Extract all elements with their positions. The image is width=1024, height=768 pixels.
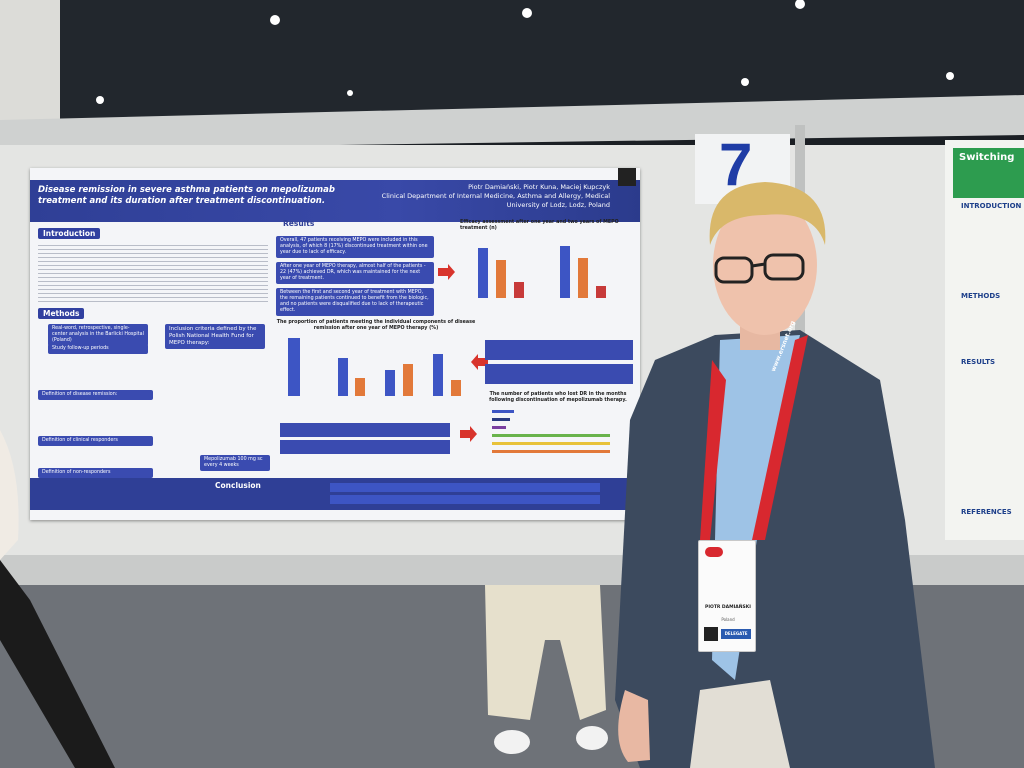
methods-item: Definition of non-responders <box>38 468 153 478</box>
neighbor-heading: METHODS <box>961 292 1001 300</box>
background-person-legs <box>485 585 606 720</box>
lost-dr-bars <box>492 410 610 453</box>
bars-orange <box>355 258 588 396</box>
hair <box>709 182 826 245</box>
neighbor-header <box>953 148 1024 198</box>
blazer <box>615 330 935 768</box>
badge-name: PIOTR DAMIAŃSKI <box>705 605 751 610</box>
badge-qr <box>704 627 718 641</box>
poster-header <box>30 180 640 222</box>
result-box <box>280 440 450 454</box>
qr-code <box>618 168 636 186</box>
section-heading: Results <box>283 219 315 228</box>
ceiling-light <box>741 78 749 86</box>
neighbor-heading: REFERENCES <box>961 508 1012 516</box>
bars-red <box>514 282 606 298</box>
result-box: Between the first and second year of tre… <box>276 288 434 316</box>
arrow <box>438 264 455 280</box>
lanyard-right <box>752 335 808 540</box>
ceiling-light <box>347 90 353 96</box>
section-heading: Methods <box>38 308 85 319</box>
conclusion-box <box>330 495 600 504</box>
hand <box>618 690 650 762</box>
neighbor-heading: INTRODUCTION <box>961 202 1022 210</box>
intro-text <box>38 242 268 304</box>
arm-left-edge <box>0 430 19 560</box>
methods-item: Study follow-up periods <box>48 344 148 354</box>
chart-caption: Efficacy assessment after one year and t… <box>460 220 619 231</box>
poster-authors: Piotr Damiański, Piotr Kuna, Maciej Kupc… <box>468 183 610 191</box>
ceiling-light <box>795 0 805 9</box>
methods-item: Definition of clinical responders <box>38 436 153 446</box>
result-box: Overall, 47 patients receiving MEPO were… <box>276 236 434 258</box>
poster-graphics <box>30 246 640 510</box>
ceiling-light <box>522 8 532 18</box>
ceiling-light <box>96 96 104 104</box>
neighbor-poster: Switching INTRODUCTION METHODS RESULTS R… <box>945 140 1024 540</box>
result-box <box>485 340 633 360</box>
glasses <box>714 253 805 284</box>
chart-caption: The number of patients who lost DR in th… <box>489 392 627 403</box>
methods-item: Definition of disease remission: <box>38 390 153 400</box>
shoe <box>494 730 530 754</box>
result-box <box>280 423 450 437</box>
badge-country: Poland <box>721 617 735 622</box>
neighbor-title: Switching <box>959 152 1015 163</box>
section-heading: Introduction <box>38 228 101 239</box>
shoe <box>576 726 608 750</box>
name-badge: PIOTR DAMIAŃSKI Poland DELEGATE <box>698 540 756 652</box>
ceiling-light <box>270 15 280 25</box>
inclusion-criteria: Inclusion criteria defined by the Polish… <box>165 324 265 349</box>
tripod <box>0 560 115 768</box>
bars-blue <box>288 246 570 396</box>
poster: Disease remission in severe asthma patie… <box>30 168 640 520</box>
conclusion-box <box>330 483 600 492</box>
neighbor-heading: RESULTS <box>961 358 996 366</box>
section-heading: Conclusion <box>215 481 261 490</box>
methods-item: Real-word, retrospective, single-center … <box>48 324 148 346</box>
result-box: After one year of MEPO therapy, almost h… <box>276 262 434 284</box>
poster-title: Disease remission in severe asthma patie… <box>38 185 335 206</box>
chart-caption: The proportion of patients meeting the i… <box>276 320 476 331</box>
badge-role: DELEGATE <box>721 629 751 639</box>
arrow <box>460 426 477 442</box>
result-box <box>485 364 633 384</box>
dose: Mepolizumab 100 mg sc every 4 weeks <box>200 455 270 471</box>
poster-affiliation: Clinical Department of Internal Medicine… <box>381 192 610 209</box>
trousers <box>690 680 790 768</box>
ceiling-light <box>946 72 954 80</box>
arrow <box>471 354 488 370</box>
badge-logo <box>705 547 723 557</box>
lanyard-left <box>700 360 726 540</box>
